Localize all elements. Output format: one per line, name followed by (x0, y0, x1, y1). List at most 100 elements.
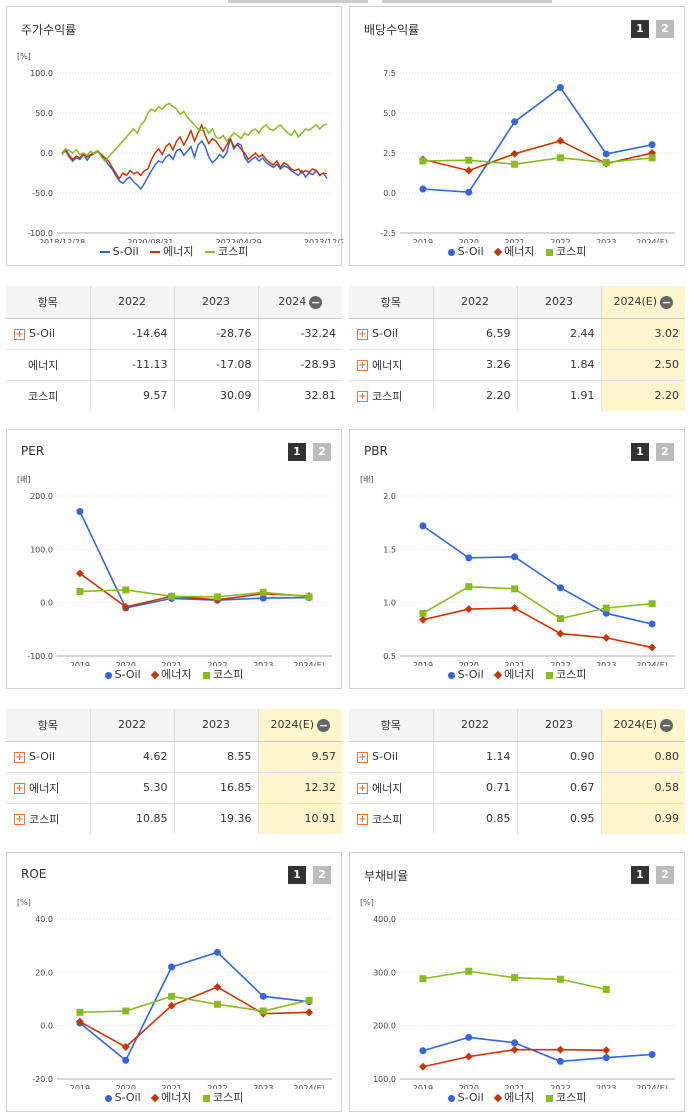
data-point[interactable] (419, 522, 427, 530)
data-point[interactable] (305, 593, 313, 601)
data-point[interactable] (465, 156, 473, 164)
chart-button-2[interactable]: 2 (313, 443, 331, 461)
data-point[interactable] (465, 1033, 473, 1041)
data-point[interactable] (602, 604, 610, 612)
data-point[interactable] (418, 1062, 427, 1071)
collapse-icon[interactable]: − (317, 718, 331, 732)
data-point[interactable] (556, 1057, 564, 1065)
data-point[interactable] (510, 149, 519, 158)
data-point[interactable] (122, 586, 130, 594)
data-point[interactable] (510, 1045, 519, 1054)
chart-button-1[interactable]: 1 (631, 20, 649, 38)
data-point[interactable] (648, 154, 656, 162)
data-point[interactable] (465, 967, 473, 975)
data-point[interactable] (510, 604, 519, 612)
data-point[interactable] (122, 1056, 130, 1064)
data-point[interactable] (76, 587, 84, 595)
data-point[interactable] (511, 585, 519, 593)
chart-button-1[interactable]: 1 (288, 443, 306, 461)
x-tick-label: 2021 (504, 238, 524, 243)
data-point[interactable] (305, 1008, 314, 1017)
data-point[interactable] (511, 118, 519, 126)
data-point[interactable] (419, 975, 427, 983)
data-point[interactable] (556, 615, 564, 623)
expand-icon[interactable]: + (357, 391, 368, 403)
data-point[interactable] (75, 569, 84, 578)
legend-diamond-icon (150, 1093, 160, 1103)
expand-icon[interactable]: + (357, 751, 368, 763)
data-point[interactable] (602, 158, 610, 166)
expand-icon[interactable]: + (357, 328, 368, 340)
y-unit-label: [배] (360, 475, 374, 484)
data-point[interactable] (648, 141, 656, 149)
data-point[interactable] (122, 1007, 130, 1015)
data-point[interactable] (648, 600, 656, 608)
data-point[interactable] (511, 1039, 519, 1047)
expand-icon[interactable]: + (14, 783, 25, 794)
data-point[interactable] (648, 643, 657, 652)
data-point[interactable] (121, 602, 130, 611)
data-point[interactable] (465, 188, 473, 196)
data-point[interactable] (465, 583, 473, 591)
data-point[interactable] (511, 553, 519, 561)
data-point[interactable] (213, 593, 221, 601)
chart-button-2[interactable]: 2 (313, 866, 331, 884)
data-point[interactable] (259, 594, 267, 602)
data-point[interactable] (464, 1052, 473, 1061)
expand-icon[interactable]: + (14, 814, 25, 826)
data-point[interactable] (556, 154, 564, 162)
data-point[interactable] (419, 185, 427, 193)
data-point[interactable] (602, 609, 610, 617)
chart-button-1[interactable]: 1 (288, 866, 306, 884)
expand-icon[interactable]: + (357, 360, 368, 371)
expand-icon[interactable]: + (357, 814, 368, 826)
data-point[interactable] (648, 1050, 656, 1058)
data-point[interactable] (419, 157, 427, 165)
data-point[interactable] (602, 150, 610, 158)
data-point[interactable] (602, 1046, 611, 1055)
data-point[interactable] (602, 633, 611, 642)
data-point[interactable] (76, 1008, 84, 1016)
chart-button-1[interactable]: 1 (631, 443, 649, 461)
data-point[interactable] (259, 1007, 267, 1015)
data-point[interactable] (556, 1045, 565, 1054)
data-point[interactable] (121, 1043, 130, 1051)
expand-icon[interactable]: + (14, 751, 25, 763)
data-point[interactable] (464, 166, 473, 175)
data-point[interactable] (418, 615, 427, 624)
y-unit-label: [배] (17, 475, 31, 484)
data-point[interactable] (168, 592, 176, 600)
data-point[interactable] (419, 1047, 427, 1055)
data-point[interactable] (511, 974, 519, 982)
data-point[interactable] (259, 588, 267, 596)
data-point[interactable] (511, 160, 519, 168)
data-point[interactable] (259, 992, 267, 1000)
chart-button-2[interactable]: 2 (656, 443, 674, 461)
data-point[interactable] (305, 996, 313, 1004)
collapse-icon[interactable]: − (660, 718, 674, 732)
data-point[interactable] (602, 985, 610, 993)
data-point[interactable] (556, 629, 565, 638)
data-point[interactable] (76, 507, 84, 515)
data-point[interactable] (213, 948, 221, 956)
data-point[interactable] (419, 609, 427, 617)
data-point[interactable] (556, 136, 565, 145)
chart-button-2[interactable]: 2 (656, 866, 674, 884)
chart-button-1[interactable]: 1 (631, 866, 649, 884)
data-point[interactable] (465, 554, 473, 562)
chart-button-2[interactable]: 2 (656, 20, 674, 38)
expand-icon[interactable]: + (14, 328, 25, 340)
data-point[interactable] (168, 992, 176, 1000)
collapse-icon[interactable]: − (660, 295, 674, 309)
data-point[interactable] (464, 605, 473, 614)
data-point[interactable] (648, 620, 656, 628)
data-point[interactable] (556, 584, 564, 592)
data-point[interactable] (556, 84, 564, 92)
data-point[interactable] (213, 1000, 221, 1008)
collapse-icon[interactable]: − (309, 295, 323, 309)
data-point[interactable] (168, 963, 176, 971)
data-point[interactable] (556, 975, 564, 983)
data-point[interactable] (602, 1054, 610, 1062)
data-point[interactable] (213, 983, 222, 991)
expand-icon[interactable]: + (357, 783, 368, 794)
